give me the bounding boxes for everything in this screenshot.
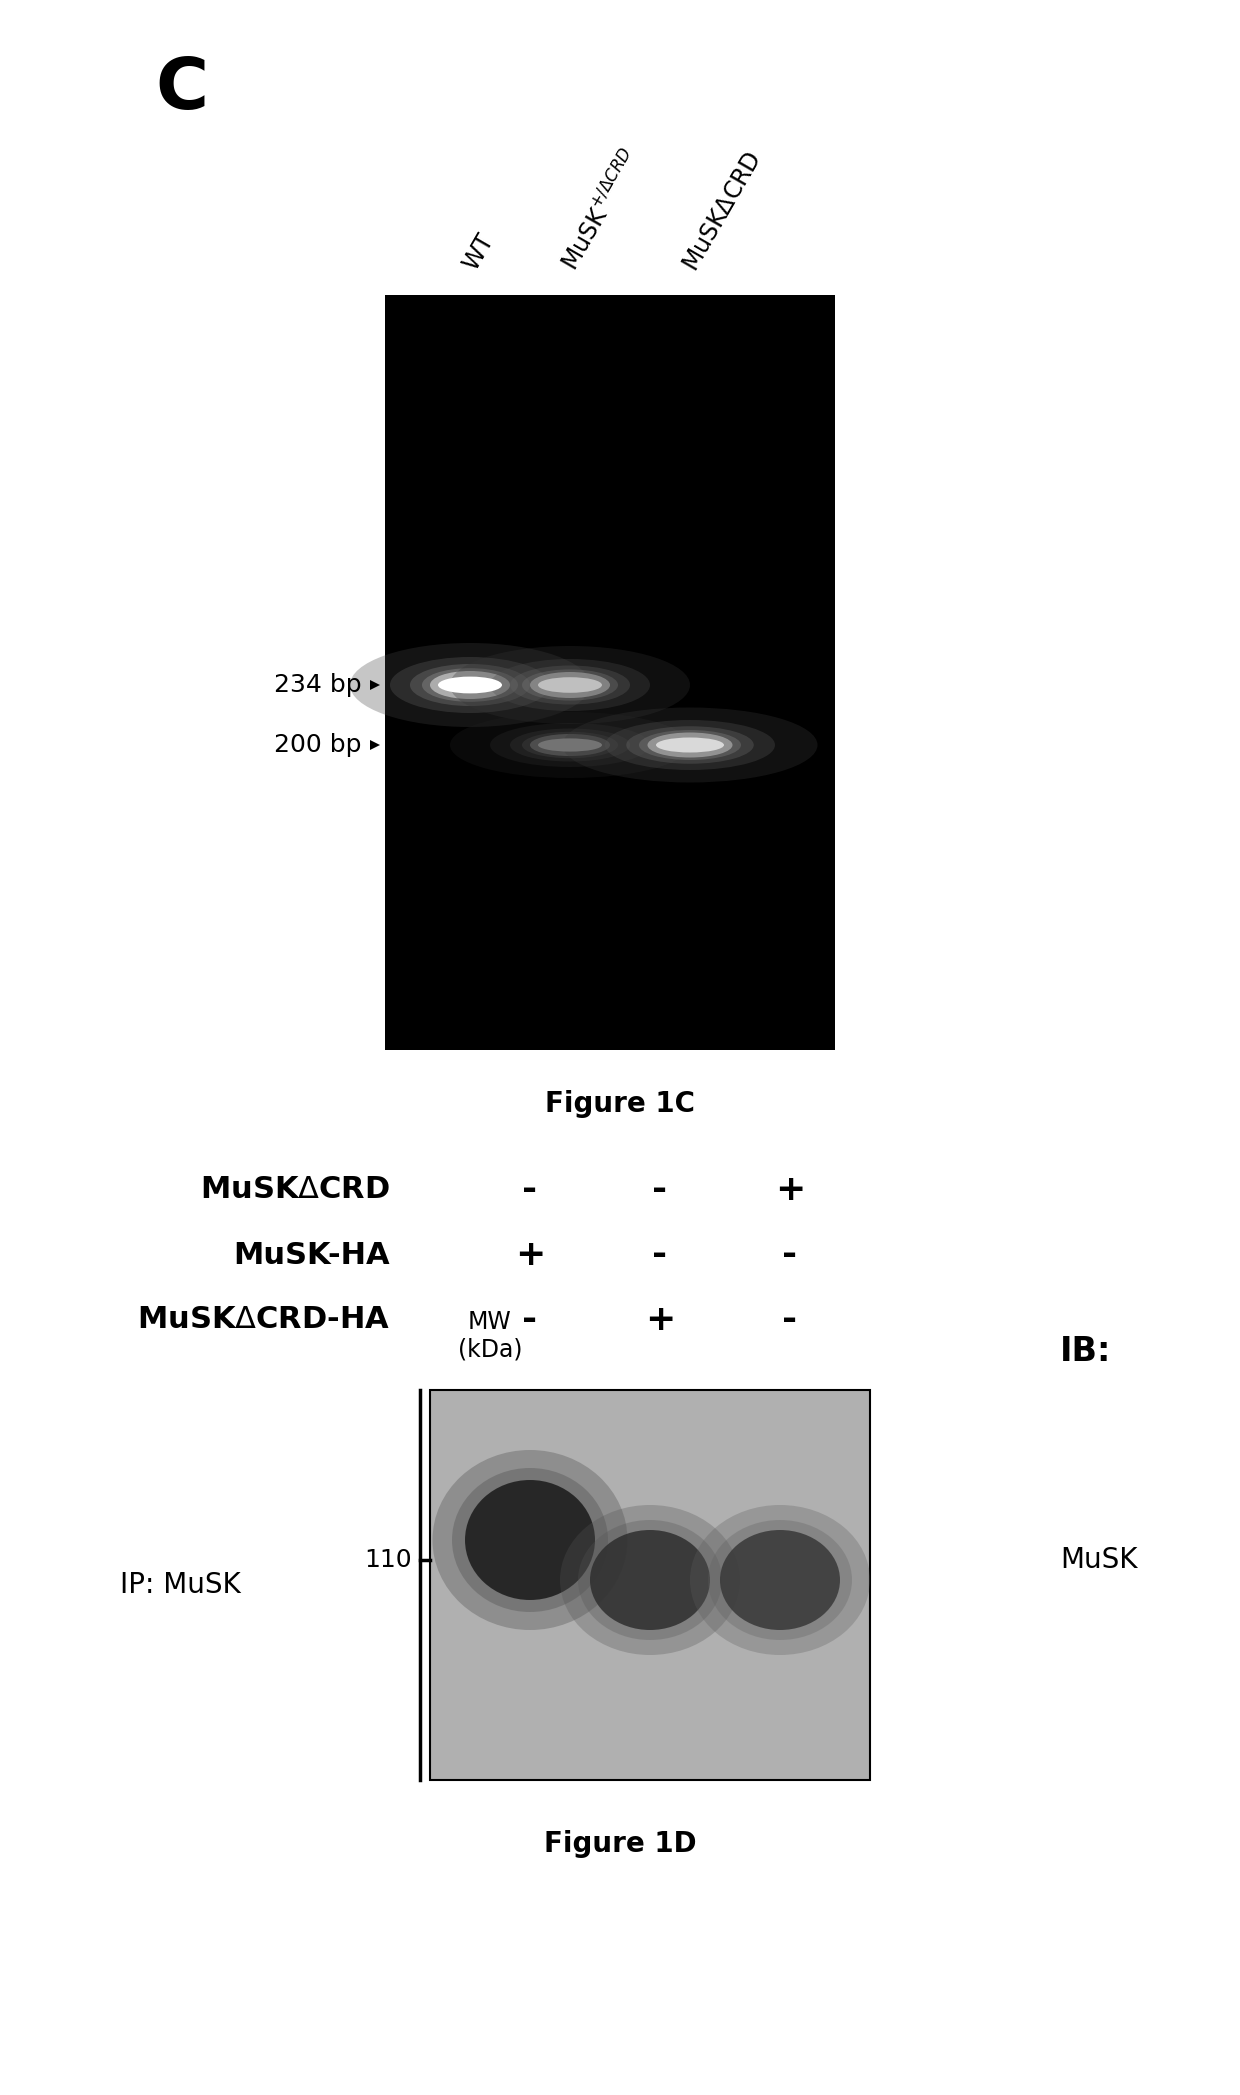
- Text: -: -: [782, 1303, 797, 1337]
- Text: C: C: [155, 54, 208, 124]
- Text: IB:: IB:: [1060, 1335, 1111, 1368]
- Ellipse shape: [647, 733, 733, 758]
- Text: MuSK: MuSK: [1060, 1546, 1137, 1573]
- Text: Figure 1D: Figure 1D: [543, 1831, 697, 1858]
- Text: -: -: [652, 1238, 667, 1272]
- Bar: [430, 1389, 870, 1781]
- Ellipse shape: [391, 658, 551, 712]
- Ellipse shape: [510, 666, 630, 704]
- Text: +: +: [645, 1303, 676, 1337]
- Bar: [384, 295, 835, 1050]
- Ellipse shape: [626, 727, 754, 765]
- Text: MuSK$\Delta$CRD: MuSK$\Delta$CRD: [200, 1175, 391, 1205]
- Ellipse shape: [430, 670, 510, 700]
- Text: 110: 110: [365, 1548, 412, 1571]
- Ellipse shape: [438, 677, 502, 693]
- Ellipse shape: [689, 1504, 870, 1655]
- Text: Figure 1C: Figure 1C: [546, 1089, 694, 1119]
- Ellipse shape: [453, 1469, 608, 1611]
- Text: 234 bp: 234 bp: [274, 672, 370, 698]
- Ellipse shape: [490, 660, 650, 710]
- Ellipse shape: [708, 1521, 852, 1640]
- Ellipse shape: [720, 1529, 839, 1630]
- Text: MuSK$\Delta$CRD-HA: MuSK$\Delta$CRD-HA: [136, 1305, 391, 1335]
- Ellipse shape: [410, 664, 529, 706]
- Text: -: -: [522, 1173, 538, 1207]
- Ellipse shape: [422, 668, 518, 702]
- Text: +: +: [515, 1238, 546, 1272]
- Text: +: +: [775, 1173, 805, 1207]
- Text: -: -: [652, 1173, 667, 1207]
- Ellipse shape: [529, 733, 610, 756]
- Ellipse shape: [538, 737, 601, 752]
- Text: -: -: [782, 1238, 797, 1272]
- Text: MuSK$^{+/\Delta CRD}$: MuSK$^{+/\Delta CRD}$: [557, 145, 647, 274]
- Ellipse shape: [450, 712, 689, 777]
- Ellipse shape: [560, 1504, 740, 1655]
- Ellipse shape: [656, 737, 724, 752]
- Text: -: -: [522, 1303, 538, 1337]
- Ellipse shape: [529, 672, 610, 698]
- Text: MuSK-HA: MuSK-HA: [233, 1240, 391, 1270]
- Text: IP: MuSK: IP: MuSK: [119, 1571, 241, 1598]
- Ellipse shape: [590, 1529, 711, 1630]
- Ellipse shape: [433, 1450, 627, 1630]
- Ellipse shape: [450, 645, 689, 725]
- Text: MW
(kDa): MW (kDa): [458, 1309, 522, 1362]
- Ellipse shape: [350, 643, 590, 727]
- Text: 200 bp: 200 bp: [274, 733, 370, 756]
- Ellipse shape: [538, 677, 601, 693]
- Text: MuSK$\Delta$CRD: MuSK$\Delta$CRD: [680, 147, 766, 274]
- Text: WT: WT: [459, 230, 498, 274]
- Ellipse shape: [563, 708, 817, 784]
- Ellipse shape: [578, 1521, 722, 1640]
- Ellipse shape: [605, 721, 775, 771]
- Ellipse shape: [490, 723, 650, 767]
- Ellipse shape: [522, 731, 618, 758]
- Ellipse shape: [510, 729, 630, 760]
- Ellipse shape: [639, 729, 742, 760]
- Ellipse shape: [465, 1479, 595, 1601]
- Ellipse shape: [522, 670, 618, 700]
